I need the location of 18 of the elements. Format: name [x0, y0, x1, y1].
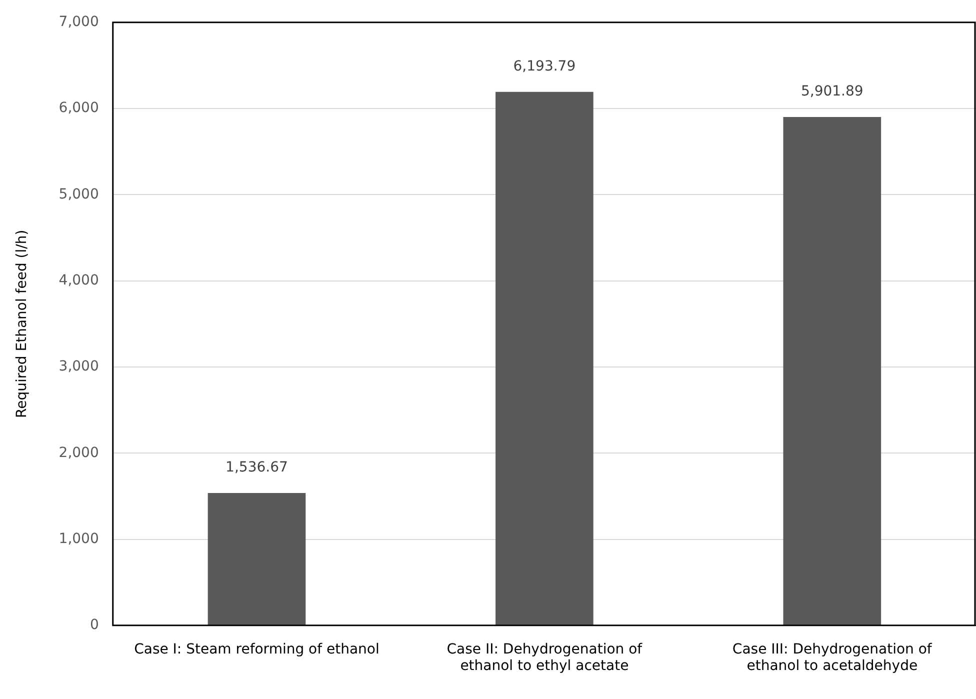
y-tick-label: 5,000: [58, 186, 99, 202]
y-tick-label: 6,000: [58, 100, 99, 116]
x-tick-label: Case III: Dehydrogenation of ethanol to acetaldehyde: [732, 641, 933, 674]
y-tick-label: 0: [90, 617, 99, 634]
y-tick-label: 3,000: [58, 358, 99, 375]
data-label: 1,536.67: [226, 460, 288, 476]
y-tick-label: 7,000: [58, 14, 99, 30]
bar: [783, 116, 882, 625]
data-label: 6,193.79: [513, 58, 576, 74]
x-tick-label: Case I: Steam reforming of ethanol: [134, 641, 380, 658]
data-label: 5,901.89: [800, 84, 864, 100]
bar: [496, 92, 594, 625]
bar: [208, 493, 306, 625]
x-tick-label: Case II: Dehydrogenation of ethanol to ethyl acetate: [446, 641, 644, 674]
y-tick-label: 4,000: [58, 272, 99, 288]
y-tick-label: 2,000: [58, 444, 99, 461]
y-axis-title: Required Ethanol feed (l/h): [14, 230, 30, 418]
y-tick-label: 1,000: [58, 530, 99, 547]
